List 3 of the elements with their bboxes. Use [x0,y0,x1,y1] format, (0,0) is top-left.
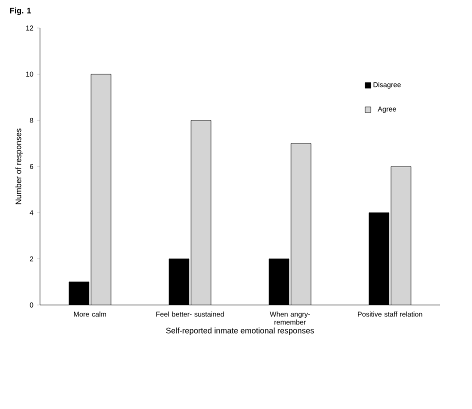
y-axis-title: Number of responses [15,128,23,204]
chart-title: Fig. 1 [10,8,31,16]
x-axis-title: Self-reported inmate emotional responses [166,328,314,335]
